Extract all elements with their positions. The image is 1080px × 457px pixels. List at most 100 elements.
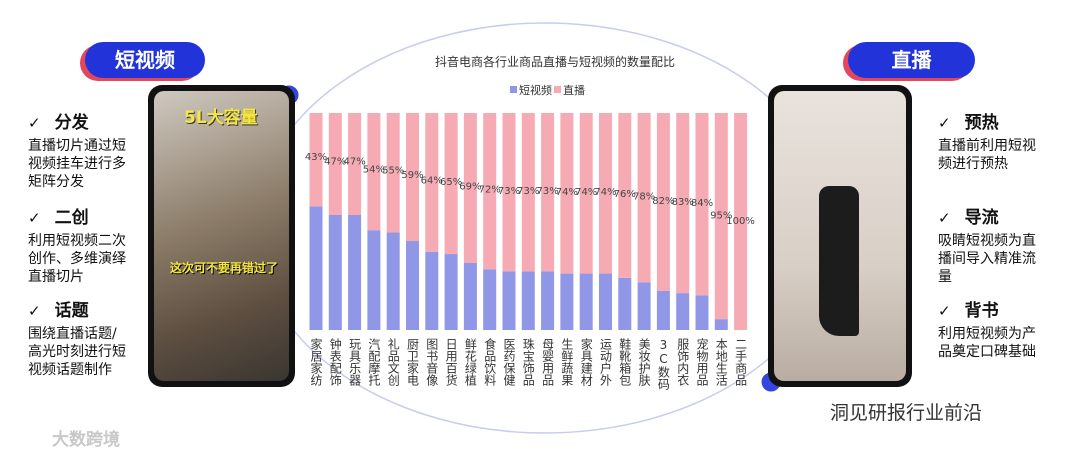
x-tick-label: 礼品文创 bbox=[386, 337, 400, 386]
bar-segment bbox=[425, 113, 439, 252]
value-label: 43% bbox=[305, 152, 327, 163]
point-text: 直播前利用短视频进行预热 bbox=[938, 138, 1036, 172]
bar-segment bbox=[386, 232, 400, 330]
point-title: 话题 bbox=[28, 296, 140, 321]
bar-segment bbox=[695, 113, 709, 296]
bar-segment bbox=[599, 273, 612, 330]
x-tick-label: 鞋靴箱包 bbox=[618, 337, 632, 386]
value-label: 73% bbox=[517, 186, 539, 197]
bar-segment bbox=[483, 113, 497, 270]
point: 预热 直播前利用短视频进行预热 bbox=[938, 108, 1058, 173]
bar-segment bbox=[348, 113, 362, 215]
bar-segment bbox=[714, 113, 728, 320]
x-tick-label: 运动户外 bbox=[599, 338, 613, 386]
point: 背书 利用短视频为产品奠定口碑基础 bbox=[938, 296, 1058, 361]
x-tick-label: 医药保健 bbox=[502, 338, 516, 386]
bar-segment bbox=[406, 241, 419, 330]
bar-segment bbox=[618, 277, 632, 330]
bar-segment bbox=[656, 113, 670, 291]
bar-segment bbox=[541, 271, 555, 330]
footer-source: 洞见研报行业前沿 bbox=[830, 402, 983, 424]
point-text: 围绕直播话题/高光时刻进行短视频话题制作 bbox=[28, 326, 126, 378]
value-label: 59% bbox=[401, 170, 423, 181]
bar-segment bbox=[579, 113, 593, 274]
point: 导流 吸睛短视频为直播间导入精准流量 bbox=[938, 203, 1058, 286]
chart-title: 抖音电商各行业商品直播与短视频的数量配比 bbox=[435, 54, 675, 69]
value-label: 54% bbox=[363, 164, 385, 175]
value-label: 47% bbox=[324, 157, 346, 168]
x-tick-label: 鲜花绿植 bbox=[463, 338, 477, 386]
x-tick-label: 汽配摩托 bbox=[367, 337, 381, 386]
phone: 5L大容量 这次可不要再错过了 bbox=[148, 85, 295, 387]
bar-segment bbox=[309, 113, 323, 207]
bar-segment bbox=[676, 113, 690, 294]
bar-segment bbox=[734, 113, 748, 330]
bar-segment bbox=[502, 113, 516, 272]
x-tick-label: 钟表配饰 bbox=[328, 337, 342, 386]
bar-segment bbox=[695, 295, 709, 330]
bar-segment bbox=[637, 113, 651, 283]
screen: 5L大容量 这次可不要再错过了 bbox=[154, 91, 289, 381]
bar-segment bbox=[714, 319, 728, 330]
bar-segment bbox=[406, 113, 419, 242]
bar-segment bbox=[502, 271, 516, 330]
bar-segment bbox=[579, 273, 593, 330]
point: 分发 直播切片通过短视频挂车进行多矩阵分发 bbox=[28, 108, 140, 191]
caption: 5L大容量 bbox=[184, 108, 258, 128]
bar-segment bbox=[463, 113, 477, 263]
legend-label: 短视频 bbox=[519, 83, 552, 97]
point-title: 二创 bbox=[28, 203, 140, 228]
badge: 直播 bbox=[848, 42, 975, 78]
x-tick-label: 生鲜蔬果 bbox=[560, 338, 574, 386]
x-tick-label: 日用百货 bbox=[444, 338, 458, 387]
value-label: 55% bbox=[382, 166, 404, 177]
bar-segment bbox=[386, 113, 400, 233]
bar-segment bbox=[560, 273, 574, 330]
bar-segment bbox=[521, 271, 535, 330]
value-label: 83% bbox=[672, 197, 694, 208]
footer-logo: 大数跨境 bbox=[52, 430, 120, 450]
x-tick-label: 服饰内衣 bbox=[676, 338, 690, 386]
bar-segment bbox=[656, 290, 670, 330]
bar-segment bbox=[328, 113, 342, 215]
value-label: 74% bbox=[556, 187, 578, 198]
value-label: 72% bbox=[479, 185, 501, 196]
x-tick-label: 本地生活 bbox=[714, 338, 728, 386]
bar-segment bbox=[483, 269, 497, 330]
screen bbox=[774, 91, 906, 381]
value-label: 74% bbox=[594, 187, 616, 198]
value-label: 78% bbox=[633, 191, 655, 202]
point-title: 导流 bbox=[938, 203, 1058, 228]
bar-segment bbox=[521, 113, 535, 272]
legend-label: 直播 bbox=[563, 83, 585, 97]
boot bbox=[819, 186, 859, 336]
value-label: 84% bbox=[691, 198, 713, 209]
value-label: 65% bbox=[440, 177, 462, 188]
point-title: 背书 bbox=[938, 296, 1058, 321]
bar-segment bbox=[444, 254, 458, 330]
point: 二创 利用短视频二次创作、多维演绎直播切片 bbox=[28, 203, 140, 286]
value-label: 74% bbox=[575, 187, 597, 198]
x-tick-label: 二手商品 bbox=[734, 338, 748, 386]
x-tick-label: 宠物用品 bbox=[695, 337, 709, 386]
bar-segment bbox=[348, 214, 362, 330]
bar-segment bbox=[425, 251, 439, 330]
x-tick-label: 家具建材 bbox=[579, 337, 593, 386]
caption: 这次可不要再错过了 bbox=[170, 261, 279, 275]
bar-segment bbox=[676, 293, 690, 330]
x-tick-label: 家居家纺 bbox=[309, 337, 323, 386]
value-label: 95% bbox=[710, 210, 732, 221]
point-title: 预热 bbox=[938, 108, 1058, 133]
value-label: 73% bbox=[498, 186, 520, 197]
point-text: 利用短视频为产品奠定口碑基础 bbox=[938, 326, 1036, 360]
point-text: 吸睛短视频为直播间导入精准流量 bbox=[938, 233, 1036, 285]
badge: 短视频 bbox=[85, 42, 205, 78]
bar-segment bbox=[328, 214, 342, 330]
bar-segment bbox=[541, 113, 555, 272]
bar-segment bbox=[618, 113, 632, 278]
phone bbox=[768, 85, 912, 387]
x-tick-label: 食品饮料 bbox=[483, 337, 497, 386]
bar-segment bbox=[560, 113, 574, 274]
